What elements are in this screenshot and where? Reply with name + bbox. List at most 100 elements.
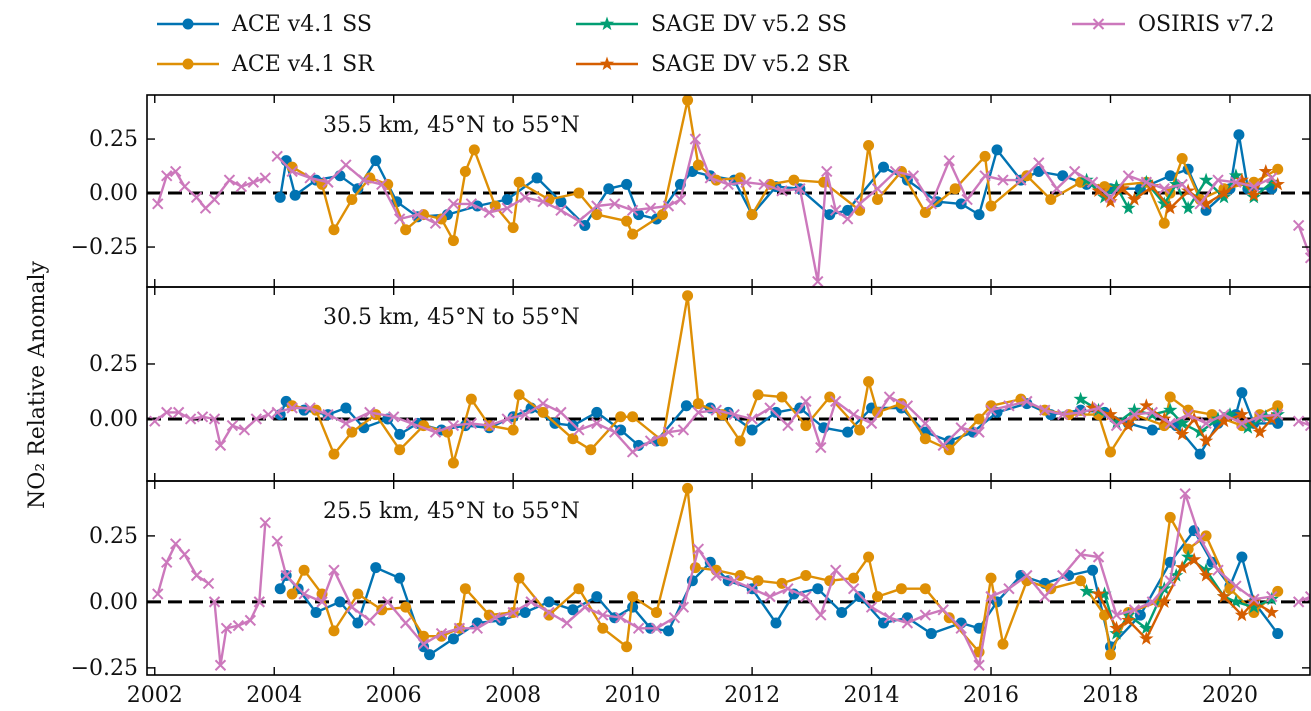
marker [1224,583,1236,595]
marker [1128,408,1141,421]
marker [1045,194,1057,206]
marker [1057,170,1069,182]
marker [599,16,615,31]
marker [824,391,836,403]
marker [501,413,513,425]
marker [1092,402,1105,414]
marker [1164,170,1176,182]
marker [973,426,985,438]
y-tick-label: −0.25 [71,656,138,681]
marker [465,198,478,210]
marker [1169,568,1184,582]
marker [1292,596,1305,608]
marker [919,417,932,430]
marker [1198,433,1214,447]
marker [985,590,997,603]
marker [937,439,949,452]
marker [919,206,931,218]
marker [1164,391,1176,403]
marker [1234,407,1249,421]
marker [358,174,370,186]
marker [883,612,896,624]
marker [1039,590,1051,603]
marker [507,606,519,619]
marker [782,419,794,432]
marker [863,140,875,152]
marker [770,617,782,629]
marker [1068,165,1081,178]
marker [1109,620,1124,635]
marker [394,572,406,584]
marker [937,604,949,616]
marker [152,198,164,210]
marker [1015,174,1027,186]
marker [650,622,663,634]
marker [271,406,283,419]
series-line [154,395,1310,454]
marker [429,426,442,438]
marker [322,176,334,188]
marker [656,435,668,447]
marker [746,424,758,436]
marker [400,224,412,236]
marker [812,583,824,595]
marker [537,397,549,410]
legend-label: ACE v4.1 SR [231,52,375,77]
marker [1272,417,1284,429]
marker [692,159,704,171]
marker [1074,548,1087,561]
marker [1145,407,1160,421]
marker [152,588,164,600]
marker [830,204,842,217]
marker [961,193,973,206]
marker [182,18,194,30]
marker [680,400,692,412]
marker [863,551,875,563]
marker [632,622,645,634]
marker [626,446,639,458]
marker [1230,580,1242,592]
marker [973,659,985,671]
marker [1194,198,1206,210]
marker [985,200,997,212]
marker [465,417,478,430]
panel: −0.25 0.00 0.25 35.5 km, 45°N to 55°N [71,94,1311,288]
marker [1216,413,1232,428]
marker [340,159,352,171]
marker [919,583,931,595]
marker [1176,152,1188,164]
marker [1021,395,1033,408]
marker [1110,419,1123,432]
marker [836,606,848,618]
marker [1163,402,1178,417]
marker [418,641,430,653]
marker [1272,408,1284,421]
marker [1236,387,1248,399]
marker [1304,419,1310,432]
marker [274,191,286,203]
marker [447,419,460,432]
marker [1104,649,1116,661]
marker [1079,583,1094,598]
marker [1109,179,1124,193]
marker [871,183,884,195]
marker [585,444,597,456]
marker [262,408,274,421]
marker [704,172,716,184]
marker [1200,417,1212,430]
marker [1246,594,1261,608]
marker [692,543,705,555]
marker [208,193,221,206]
marker [800,590,812,603]
marker [830,564,842,576]
marker [656,209,668,221]
marker [692,398,704,410]
panel-frame [146,286,1311,482]
marker [800,420,812,432]
marker [259,516,271,529]
marker [1246,599,1261,614]
marker [1109,415,1124,430]
marker [1200,530,1212,542]
marker [1272,400,1284,412]
marker [208,413,221,425]
